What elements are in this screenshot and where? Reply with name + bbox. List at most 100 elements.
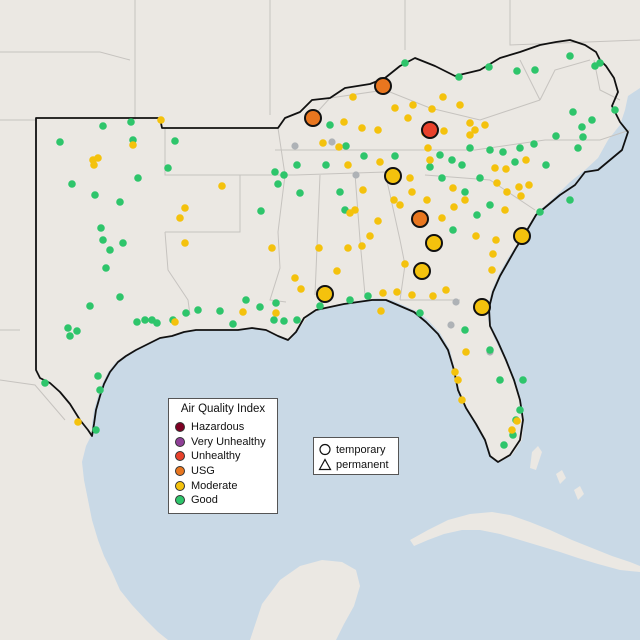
monitor-good[interactable] [574, 144, 582, 152]
monitor-good[interactable] [64, 324, 72, 332]
monitor-good[interactable] [486, 146, 494, 154]
monitor-moderate[interactable] [517, 192, 525, 200]
monitor-moderate[interactable] [481, 121, 489, 129]
monitor-moderate[interactable] [396, 201, 404, 209]
monitor-good[interactable] [391, 152, 399, 160]
monitor-moderate[interactable] [344, 161, 352, 169]
monitor-moderate[interactable] [515, 183, 523, 191]
monitor-gray[interactable] [352, 171, 360, 179]
monitor-good[interactable] [293, 316, 301, 324]
monitor-good[interactable] [401, 59, 409, 67]
monitor-moderate[interactable] [171, 318, 179, 326]
monitor-moderate[interactable] [379, 289, 387, 297]
monitor-moderate[interactable] [157, 116, 165, 124]
monitor-moderate[interactable] [335, 143, 343, 151]
monitor-moderate[interactable] [358, 124, 366, 132]
monitor-good[interactable] [106, 246, 114, 254]
monitor-moderate[interactable] [408, 291, 416, 299]
monitor-moderate[interactable] [472, 232, 480, 240]
monitor-good[interactable] [134, 174, 142, 182]
monitor-moderate[interactable] [409, 101, 417, 109]
monitor-moderate[interactable] [456, 101, 464, 109]
monitor-good[interactable] [486, 346, 494, 354]
monitor-good[interactable] [92, 426, 100, 434]
monitor-good[interactable] [536, 208, 544, 216]
monitor-good[interactable] [229, 320, 237, 328]
monitor-gray[interactable] [447, 321, 455, 329]
monitor-moderate[interactable] [449, 184, 457, 192]
monitor-good[interactable] [360, 152, 368, 160]
monitor-good[interactable] [119, 239, 127, 247]
monitor-temporary-moderate[interactable] [425, 234, 443, 252]
monitor-temporary-usg[interactable] [304, 109, 322, 127]
monitor-moderate[interactable] [176, 214, 184, 222]
monitor-moderate[interactable] [239, 308, 247, 316]
monitor-moderate[interactable] [525, 181, 533, 189]
monitor-moderate[interactable] [522, 156, 530, 164]
monitor-moderate[interactable] [458, 396, 466, 404]
monitor-good[interactable] [500, 441, 508, 449]
monitor-good[interactable] [171, 137, 179, 145]
monitor-good[interactable] [271, 168, 279, 176]
monitor-good[interactable] [579, 133, 587, 141]
monitor-good[interactable] [448, 156, 456, 164]
monitor-temporary-moderate[interactable] [316, 285, 334, 303]
monitor-good[interactable] [293, 161, 301, 169]
monitor-good[interactable] [182, 309, 190, 317]
monitor-moderate[interactable] [493, 179, 501, 187]
monitor-moderate[interactable] [393, 288, 401, 296]
monitor-good[interactable] [466, 144, 474, 152]
monitor-good[interactable] [458, 161, 466, 169]
monitor-temporary-moderate[interactable] [384, 167, 402, 185]
monitor-moderate[interactable] [438, 214, 446, 222]
monitor-good[interactable] [102, 264, 110, 272]
monitor-good[interactable] [94, 372, 102, 380]
monitor-moderate[interactable] [488, 266, 496, 274]
monitor-good[interactable] [426, 163, 434, 171]
monitor-temporary-moderate[interactable] [513, 227, 531, 245]
monitor-moderate[interactable] [390, 196, 398, 204]
monitor-good[interactable] [516, 144, 524, 152]
monitor-good[interactable] [99, 122, 107, 130]
monitor-good[interactable] [68, 180, 76, 188]
monitor-good[interactable] [476, 174, 484, 182]
monitor-good[interactable] [296, 189, 304, 197]
monitor-good[interactable] [99, 236, 107, 244]
monitor-moderate[interactable] [377, 307, 385, 315]
monitor-good[interactable] [257, 207, 265, 215]
monitor-good[interactable] [531, 66, 539, 74]
monitor-moderate[interactable] [181, 239, 189, 247]
monitor-moderate[interactable] [503, 188, 511, 196]
monitor-moderate[interactable] [451, 368, 459, 376]
monitor-moderate[interactable] [423, 196, 431, 204]
monitor-moderate[interactable] [351, 206, 359, 214]
monitor-good[interactable] [449, 226, 457, 234]
monitor-good[interactable] [127, 118, 135, 126]
monitor-good[interactable] [86, 302, 94, 310]
monitor-moderate[interactable] [272, 309, 280, 317]
monitor-moderate[interactable] [374, 217, 382, 225]
monitor-moderate[interactable] [492, 236, 500, 244]
monitor-good[interactable] [133, 318, 141, 326]
monitor-moderate[interactable] [404, 114, 412, 122]
monitor-good[interactable] [513, 67, 521, 75]
monitor-good[interactable] [141, 316, 149, 324]
monitor-good[interactable] [461, 326, 469, 334]
monitor-moderate[interactable] [424, 144, 432, 152]
monitor-good[interactable] [496, 376, 504, 384]
monitor-good[interactable] [611, 106, 619, 114]
monitor-good[interactable] [270, 316, 278, 324]
monitor-good[interactable] [326, 121, 334, 129]
monitor-good[interactable] [516, 406, 524, 414]
monitor-good[interactable] [486, 201, 494, 209]
monitor-good[interactable] [566, 196, 574, 204]
monitor-moderate[interactable] [501, 206, 509, 214]
monitor-moderate[interactable] [74, 418, 82, 426]
monitor-good[interactable] [342, 142, 350, 150]
monitor-good[interactable] [346, 296, 354, 304]
monitor-good[interactable] [56, 138, 64, 146]
monitor-good[interactable] [336, 188, 344, 196]
monitor-good[interactable] [566, 52, 574, 60]
monitor-moderate[interactable] [349, 93, 357, 101]
